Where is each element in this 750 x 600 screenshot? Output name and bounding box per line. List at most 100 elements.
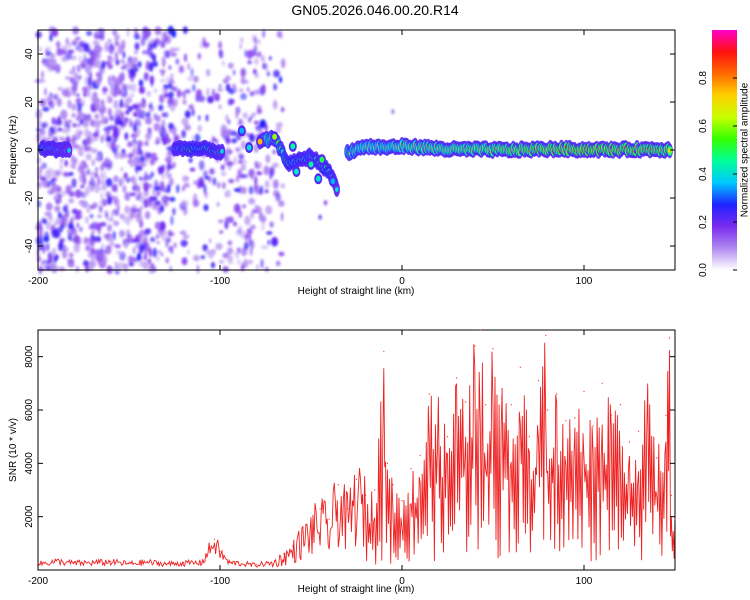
heatmap-cell	[197, 124, 202, 133]
heatmap-cell	[119, 251, 126, 261]
heatmap-cell	[94, 78, 102, 86]
heatmap-cell	[246, 50, 253, 60]
snr-point	[386, 462, 388, 464]
heatmap-cell	[214, 93, 220, 102]
heatmap-cell	[269, 221, 274, 228]
heatmap-cell	[205, 68, 211, 77]
heatmap-y-tick-label: 0	[24, 147, 35, 153]
heatmap-cell	[107, 107, 112, 117]
heatmap-cell	[94, 113, 100, 120]
heatmap-cell	[228, 178, 235, 184]
snr-point	[274, 560, 276, 562]
heatmap-cell	[59, 157, 64, 164]
heatmap-cell	[145, 61, 149, 71]
heatmap-cell	[221, 128, 229, 139]
heatmap-cell	[238, 160, 243, 164]
snr-point	[479, 329, 481, 331]
heatmap-cell	[65, 75, 69, 81]
heatmap-cell	[57, 86, 63, 92]
heatmap-cell	[148, 247, 152, 257]
snr-point	[638, 430, 640, 432]
heatmap-cell	[101, 243, 105, 249]
heatmap-cell	[107, 224, 112, 232]
heatmap-x-tick-label: 0	[399, 276, 405, 287]
heatmap-cell	[178, 65, 185, 74]
heatmap-cell	[106, 195, 113, 205]
heatmap-ridge-core	[335, 187, 339, 192]
heatmap-cell	[35, 109, 43, 120]
heatmap-cell	[181, 117, 189, 126]
heatmap-cell	[100, 179, 105, 185]
heatmap-cell	[45, 202, 53, 211]
heatmap-cell	[168, 122, 174, 130]
heatmap-cell	[130, 176, 135, 183]
heatmap-cell	[144, 228, 150, 236]
snr-y-tick-label: 4000	[24, 452, 35, 475]
heatmap-cell	[114, 34, 120, 41]
heatmap-cell	[117, 205, 120, 210]
colorbar-tick-label: 0.8	[698, 71, 709, 85]
heatmap-cell	[227, 98, 233, 106]
heatmap-cell	[56, 47, 63, 56]
heatmap-cell	[160, 221, 166, 231]
snr-x-tick-label: -200	[28, 576, 48, 587]
heatmap-cell	[249, 115, 254, 120]
heatmap-cell	[260, 258, 264, 269]
heatmap-blob	[272, 133, 277, 140]
heatmap-cell	[235, 109, 239, 119]
snr-point	[346, 508, 348, 510]
heatmap-cell	[104, 245, 112, 255]
heatmap-cell	[37, 233, 44, 239]
heatmap-cell	[212, 248, 216, 255]
heatmap-cell	[42, 243, 46, 254]
heatmap-cell	[240, 163, 247, 171]
heatmap-cell	[240, 249, 249, 256]
heatmap-cell	[280, 183, 286, 189]
heatmap-cell	[105, 128, 110, 138]
heatmap-cell	[83, 260, 90, 266]
snr-point	[255, 564, 257, 566]
heatmap-cell	[61, 88, 69, 97]
heatmap-cell	[85, 263, 90, 273]
heatmap-cell	[160, 78, 165, 84]
heatmap-cell	[82, 86, 89, 93]
heatmap-cell	[41, 70, 44, 79]
heatmap-cell	[70, 143, 79, 149]
heatmap-y-ticks: -40 -20 0 20 40	[24, 48, 675, 253]
heatmap-cell	[123, 263, 129, 272]
heatmap-cell	[72, 26, 79, 35]
heatmap-cell	[40, 177, 47, 181]
heatmap-cell	[66, 119, 73, 124]
heatmap-cell	[53, 94, 58, 100]
heatmap-cell	[144, 211, 151, 220]
heatmap-cell	[254, 205, 260, 209]
heatmap-cell	[65, 212, 70, 218]
heatmap-cell	[103, 233, 110, 239]
heatmap-cell	[137, 187, 140, 192]
heatmap-cell	[143, 72, 149, 82]
snr-x-tick-label: -100	[210, 576, 230, 587]
heatmap-cell	[112, 195, 119, 204]
heatmap-cell	[170, 104, 176, 111]
heatmap-cell	[278, 251, 285, 257]
heatmap-cell	[280, 212, 284, 222]
colorbar-tick-label: 0.6	[698, 119, 709, 133]
heatmap-cell	[261, 55, 265, 63]
heatmap-cell	[75, 213, 81, 220]
colorbar-tick-label: 0.4	[698, 167, 709, 181]
heatmap-cell	[89, 214, 94, 219]
heatmap-cell	[107, 55, 112, 60]
heatmap-cell	[98, 52, 102, 59]
snr-point	[319, 508, 321, 510]
heatmap-cell	[153, 113, 158, 121]
heatmap-cell	[128, 262, 135, 267]
heatmap-cell	[84, 143, 89, 152]
heatmap-cell	[76, 222, 80, 229]
heatmap-cell	[266, 71, 270, 77]
heatmap-cell	[233, 221, 237, 227]
heatmap-cell	[139, 219, 144, 229]
heatmap-cell	[192, 84, 196, 92]
heatmap-cell	[90, 247, 96, 256]
heatmap-cell	[62, 205, 67, 212]
heatmap-cell	[273, 69, 280, 78]
